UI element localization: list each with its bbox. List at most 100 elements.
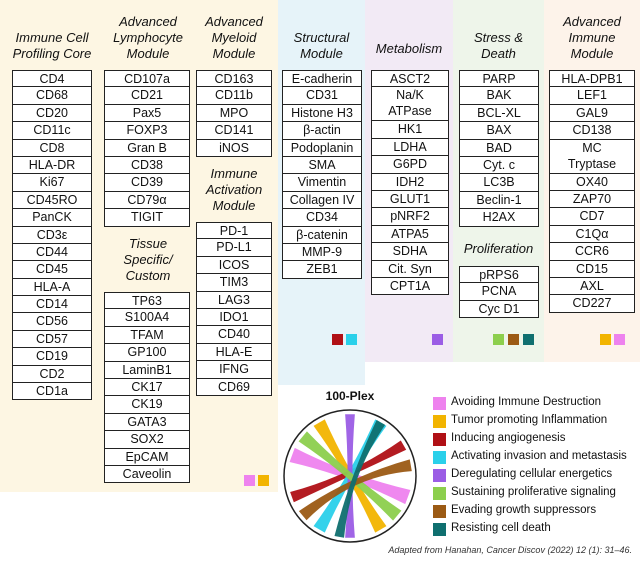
- marker-cell: TP63: [104, 292, 190, 310]
- marker-cell: HLA-DR: [12, 156, 92, 175]
- marker-cell: Cit. Syn: [371, 260, 449, 278]
- marker-table-stress: PARP BAK BCL-XL BAX BAD Cyt. c LC3B Beclin-1 H2A…: [459, 70, 539, 227]
- marker-cell: LaminB1: [104, 361, 190, 379]
- marker-cell: SDHA: [371, 243, 449, 261]
- marker-cell: Cyt. c: [459, 156, 539, 175]
- marker-cell: LAG3: [196, 291, 272, 309]
- marker-cell: pRPS6: [459, 266, 539, 284]
- marker-cell: CD3ε: [12, 226, 92, 244]
- hallmark-square: [258, 475, 269, 486]
- marker-cell: PD-L1: [196, 239, 272, 257]
- marker-cell: SMA: [282, 156, 362, 175]
- marker-cell: Cyc D1: [459, 300, 539, 319]
- marker-cell: TIM3: [196, 274, 272, 292]
- marker-cell: CD8: [12, 139, 92, 157]
- marker-cell: BAX: [459, 122, 539, 140]
- hallmark-square: [346, 334, 357, 345]
- marker-cell: BCL-XL: [459, 104, 539, 123]
- marker-cell: CD21: [104, 87, 190, 105]
- marker-cell: CPT1A: [371, 277, 449, 296]
- marker-cell: GP100: [104, 344, 190, 362]
- legend-label: Inducing angiogenesis: [451, 432, 566, 444]
- header-stress: Stress & Death: [473, 30, 524, 61]
- marker-cell: Vimentin: [282, 174, 362, 192]
- marker-table-immune-core: CD4 CD68 CD20 CD11c CD8 HLA-DR Ki67 CD45RO PanCK…: [12, 70, 92, 401]
- marker-cell: IDH2: [371, 173, 449, 191]
- marker-cell: OX40: [549, 173, 635, 191]
- chord-ribbon: [298, 459, 412, 521]
- legend-label: Deregulating cellular energetics: [451, 468, 613, 480]
- marker-cell: Ki67: [12, 174, 92, 192]
- marker-cell: Na/K ATPase: [371, 87, 449, 122]
- marker-table-tissue: TP63 S100A4 TFAM GP100 LaminB1 CK17 CK19 GATA3 S…: [104, 292, 190, 484]
- marker-cell: MMP-9: [282, 243, 362, 262]
- marker-cell: CD11c: [12, 122, 92, 140]
- header-activation: Immune Activation Module: [205, 166, 263, 213]
- marker-cell: iNOS: [196, 139, 272, 157]
- legend-label: Evading growth suppressors: [451, 504, 597, 516]
- marker-cell: CD68: [12, 87, 92, 105]
- marker-cell: CD39: [104, 174, 190, 192]
- header-immune-core: Immune Cell Profiling Core: [12, 30, 92, 61]
- header-advimmune: Advanced Immune Module: [563, 14, 621, 61]
- marker-cell: CD79α: [104, 191, 190, 210]
- circos-diagram: 100-Plex: [283, 389, 417, 543]
- legend-swatch: [433, 505, 446, 518]
- marker-cell: ASCT2: [371, 70, 449, 88]
- marker-cell: TFAM: [104, 326, 190, 345]
- header-proliferation: Proliferation: [463, 241, 534, 256]
- hallmark-square: [600, 334, 611, 345]
- legend-swatch: [433, 433, 446, 446]
- legend-label: Avoiding Immune Destruction: [451, 396, 601, 408]
- marker-cell: GAL9: [549, 104, 635, 123]
- marker-cell: ATPA5: [371, 225, 449, 244]
- marker-cell: PanCK: [12, 209, 92, 227]
- marker-cell: CD56: [12, 313, 92, 331]
- marker-cell: BAK: [459, 87, 539, 105]
- marker-table-proliferation: pRPS6 PCNA Cyc D1: [459, 266, 539, 319]
- marker-cell: CD163: [196, 70, 272, 88]
- marker-cell: E-cadherin: [282, 70, 362, 88]
- marker-cell: CD57: [12, 330, 92, 349]
- legend-swatch: [433, 487, 446, 500]
- legend-label: Sustaining proliferative signaling: [451, 486, 616, 498]
- hallmark-square: [244, 475, 255, 486]
- marker-cell: IFNG: [196, 361, 272, 379]
- hallmark-square: [332, 334, 343, 345]
- marker-cell: CD19: [12, 348, 92, 366]
- marker-cell: CD40: [196, 326, 272, 344]
- chords: [289, 414, 412, 538]
- marker-cell: CD11b: [196, 87, 272, 105]
- marker-cell: Podoplanin: [282, 139, 362, 157]
- marker-cell: PARP: [459, 70, 539, 88]
- marker-cell: GATA3: [104, 413, 190, 432]
- legend-swatch: [433, 523, 446, 536]
- header-structural: Structural Module: [293, 30, 350, 61]
- marker-cell: CD14: [12, 296, 92, 314]
- marker-cell: MPO: [196, 104, 272, 123]
- header-myeloid: Advanced Myeloid Module: [205, 14, 263, 61]
- marker-cell: CD7: [549, 208, 635, 226]
- header-metabolism: Metabolism: [375, 41, 443, 56]
- marker-cell: ZAP70: [549, 190, 635, 209]
- marker-cell: SOX2: [104, 431, 190, 449]
- chord-ribbon: [334, 420, 386, 538]
- marker-cell: β-catenin: [282, 226, 362, 244]
- marker-cell: C1Qα: [549, 225, 635, 244]
- marker-cell: ICOS: [196, 256, 272, 275]
- marker-cell: S100A4: [104, 309, 190, 327]
- marker-table-myeloid: CD163 CD11b MPO CD141 iNOS: [196, 70, 272, 157]
- marker-cell: CD20: [12, 104, 92, 123]
- marker-cell: CK19: [104, 396, 190, 414]
- marker-table-structural: E-cadherin CD31 Histone H3 β-actin Podoplani…: [282, 70, 362, 279]
- marker-cell: IDO1: [196, 308, 272, 327]
- marker-cell: CD107a: [104, 70, 190, 88]
- marker-cell: Beclin-1: [459, 191, 539, 210]
- chord-ribbon: [298, 431, 402, 521]
- marker-cell: ZEB1: [282, 261, 362, 279]
- hallmark-square: [523, 334, 534, 345]
- marker-cell: HLA-E: [196, 343, 272, 362]
- marker-cell: Pax5: [104, 104, 190, 123]
- marker-cell: pNRF2: [371, 208, 449, 226]
- marker-cell: PD-1: [196, 222, 272, 240]
